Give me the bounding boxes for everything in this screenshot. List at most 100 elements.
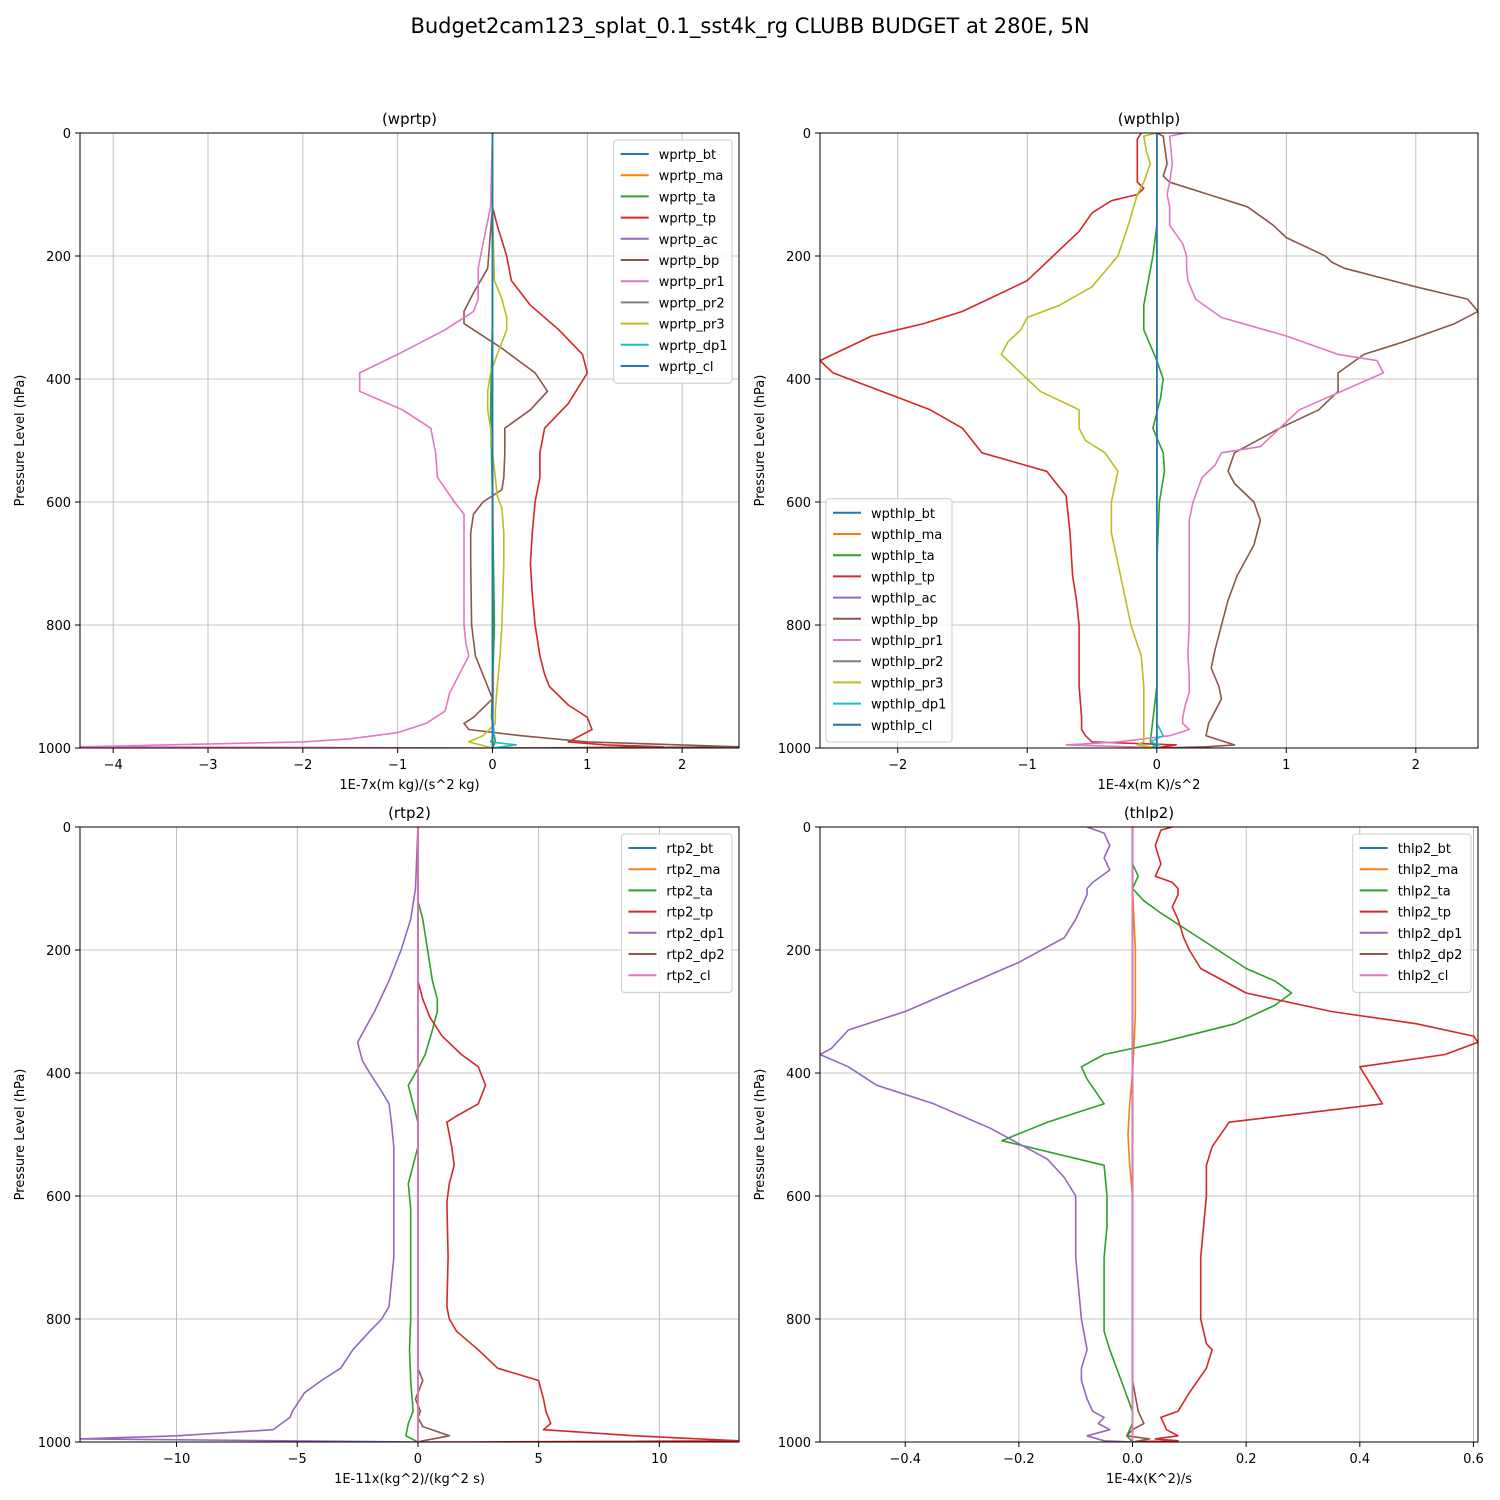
legend-label: wprtp_ac [659, 233, 718, 248]
legend-label: wpthlp_bt [871, 507, 935, 522]
legend-label: thlp2_dp2 [1398, 948, 1463, 963]
series-line-wprtp_dp1 [489, 133, 518, 748]
x-tick-label: −5 [288, 1452, 307, 1467]
series-line-rtp2_dp1 [80, 827, 419, 1442]
x-tick-label: 0.0 [1122, 1452, 1143, 1467]
y-axis-label: Pressure Level (hPa) [753, 375, 768, 507]
legend-label: wprtp_pr1 [659, 275, 725, 290]
x-tick-label: −2 [888, 758, 907, 773]
legend-label: rtp2_ma [666, 863, 720, 878]
chart-title: (thlp2) [1124, 804, 1174, 822]
series-line-wpthlp_ta [1143, 133, 1166, 748]
y-axis-label: Pressure Level (hPa) [753, 1069, 768, 1201]
figure-title: Budget2cam123_splat_0.1_sst4k_rg CLUBB B… [410, 14, 1090, 38]
legend-label: wprtp_pr2 [659, 296, 725, 311]
series-line-rtp2_tp [417, 827, 739, 1442]
legend-label: wprtp_dp1 [659, 339, 728, 354]
y-tick-label: 800 [46, 1313, 71, 1328]
legend-box [825, 498, 953, 743]
legend-label: wprtp_bp [659, 254, 720, 269]
series-line-wpthlp_pr1 [1065, 133, 1385, 748]
y-tick-label: 1000 [778, 1436, 811, 1451]
series-group [820, 133, 1478, 748]
legend-label: thlp2_bt [1398, 842, 1451, 857]
axes-frame [819, 132, 1479, 749]
x-tick-label: −0.4 [889, 1452, 921, 1467]
axes-frame [819, 826, 1479, 1443]
chart-title: (rtp2) [388, 804, 431, 822]
y-tick-label: 600 [46, 1190, 71, 1205]
chart-title: (wpthlp) [1118, 110, 1181, 128]
series-line-wpthlp_bp [1156, 133, 1478, 748]
x-axis-label: 1E-11x(kg^2)/(kg^2 s) [334, 1472, 485, 1487]
legend-label: wpthlp_ma [871, 528, 942, 543]
series-line-wprtp_pr3 [467, 133, 508, 748]
legend: rtp2_bt rtp2_ma rtp2_ta rtp2_tp rtp2_dp1 rtp2… [620, 833, 733, 993]
legend-label: wpthlp_pr2 [871, 655, 943, 670]
chart-title: (wprtp) [382, 110, 437, 128]
legend-label: thlp2_tp [1398, 906, 1451, 921]
y-tick-label: 0 [803, 127, 811, 142]
series-line-wprtp_pr1 [80, 133, 494, 748]
legend-label: rtp2_dp1 [666, 927, 724, 942]
legend: thlp2_bt thlp2_ma thlp2_ta thlp2_tp thlp2_dp… [1352, 833, 1472, 993]
legend-label: wprtp_ta [659, 190, 716, 205]
chart-panel-1: −4 −3 −2 −1 0 1 2 0 200 400 600 800 1000 (wprtp) 1E-7x… [13, 110, 740, 793]
x-tick-label: 0 [414, 1452, 422, 1467]
x-tick-label: −3 [198, 758, 217, 773]
chart-panel-2: −2 −1 0 1 2 0 200 400 600 800 1000 (wpthlp) 1E-4x(m … [753, 110, 1479, 793]
x-tick-label: −4 [104, 758, 123, 773]
y-tick-label: 800 [46, 619, 71, 634]
y-tick-label: 200 [46, 944, 71, 959]
y-tick-label: 400 [786, 373, 811, 388]
series-line-rtp2_dp2 [414, 827, 451, 1442]
legend-box [1352, 833, 1472, 993]
y-tick-label: 0 [803, 821, 811, 836]
series-line-wpthlp_tp [820, 133, 1177, 748]
legend-label: wpthlp_pr3 [871, 676, 943, 691]
x-tick-label: 0.2 [1236, 1452, 1257, 1467]
legend-label: wpthlp_pr1 [871, 634, 943, 649]
x-tick-label: −1 [388, 758, 407, 773]
y-tick-label: 600 [786, 496, 811, 511]
legend-label: wpthlp_bp [871, 613, 938, 628]
x-tick-label: 1 [583, 758, 591, 773]
axes-frame [79, 132, 740, 749]
x-tick-label: 0.6 [1463, 1452, 1484, 1467]
x-tick-label: −1 [1018, 758, 1037, 773]
x-tick-label: −10 [163, 1452, 190, 1467]
y-tick-label: 600 [786, 1190, 811, 1205]
y-tick-label: 400 [46, 1067, 71, 1082]
axes-frame [79, 826, 740, 1443]
y-tick-label: 0 [63, 127, 71, 142]
legend-label: thlp2_ma [1398, 863, 1459, 878]
legend: wprtp_bt wprtp_ma wprtp_ta wprtp_tp wprtp_ac… [613, 139, 733, 384]
series-line-wprtp_bp [463, 133, 739, 748]
legend-box [620, 833, 733, 993]
legend-label: wpthlp_tp [871, 570, 935, 585]
y-tick-label: 0 [63, 821, 71, 836]
y-tick-label: 200 [46, 250, 71, 265]
x-tick-label: 2 [1412, 758, 1420, 773]
x-axis-label: 1E-4x(K^2)/s [1106, 1472, 1192, 1487]
series-line-wpthlp_pr3 [1000, 133, 1157, 748]
series-line-thlp2_dp2 [1126, 827, 1151, 1442]
y-axis-label: Pressure Level (hPa) [13, 375, 28, 507]
series-group [80, 827, 739, 1442]
legend-label: wpthlp_ta [871, 549, 935, 564]
legend-label: wprtp_bt [659, 148, 716, 163]
x-tick-label: 0 [1153, 758, 1161, 773]
legend-label: thlp2_ta [1398, 884, 1451, 899]
y-tick-label: 1000 [778, 742, 811, 757]
y-axis-label: Pressure Level (hPa) [13, 1069, 28, 1201]
legend-label: rtp2_dp2 [666, 948, 724, 963]
x-tick-label: 1 [1282, 758, 1290, 773]
chart-panel-3: −10 −5 0 5 10 0 200 400 600 800 1000 (rtp2) 1E-11x(k… [13, 804, 740, 1487]
legend-label: rtp2_bt [666, 842, 713, 857]
x-tick-label: 2 [678, 758, 686, 773]
series-line-thlp2_tp [1132, 827, 1478, 1442]
series-line-wprtp_tp [491, 133, 664, 748]
y-tick-label: 1000 [38, 742, 71, 757]
legend-label: rtp2_tp [666, 906, 713, 921]
